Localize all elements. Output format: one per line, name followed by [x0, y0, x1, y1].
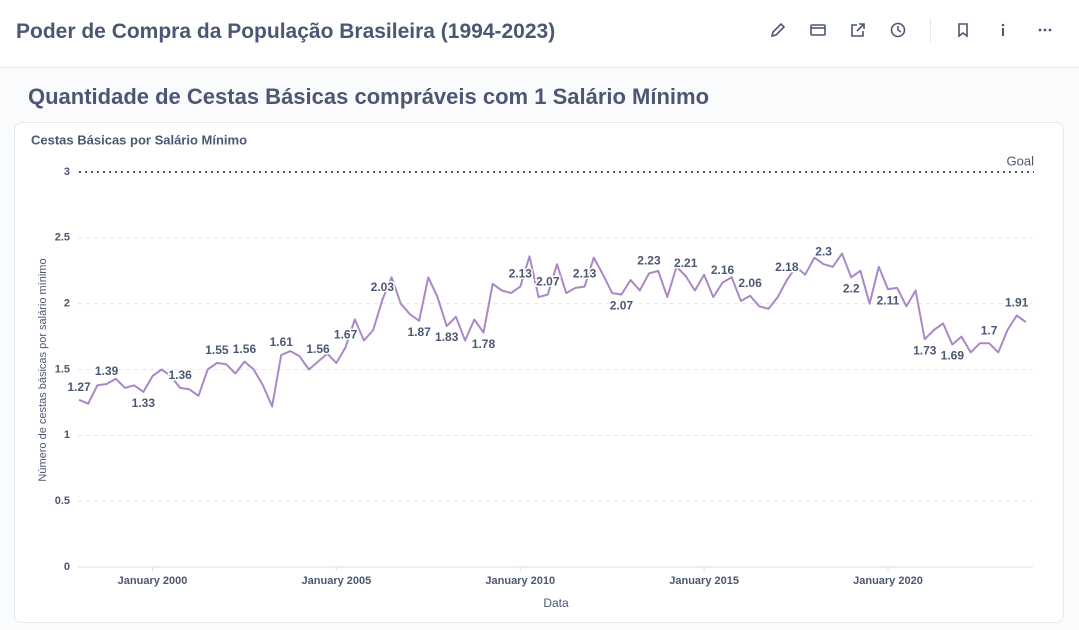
y-tick-label: 1.5 — [55, 363, 70, 375]
y-tick-label: 3 — [64, 166, 70, 178]
data-line — [78, 252, 1027, 408]
data-label: 1.27 — [67, 380, 91, 394]
x-tick-label: January 2000 — [118, 575, 188, 587]
data-label: 1.55 — [205, 343, 229, 357]
data-label: 1.91 — [1005, 296, 1029, 310]
header: Poder de Compra da População Brasileira … — [0, 0, 1079, 68]
chart-card — [14, 122, 1064, 623]
data-label: 2.23 — [637, 254, 661, 268]
data-label: 1.78 — [472, 337, 496, 351]
bookmark-icon[interactable] — [953, 20, 973, 40]
data-label: 2.06 — [738, 276, 762, 290]
data-label: 1.69 — [941, 349, 965, 363]
data-label: 2.18 — [775, 260, 799, 274]
data-label: 2.07 — [536, 275, 560, 289]
data-label: 1.39 — [95, 364, 119, 378]
data-label: 2.3 — [815, 244, 832, 258]
data-label: 1.56 — [306, 342, 330, 356]
data-label: 2.16 — [711, 263, 735, 277]
y-tick-label: 2 — [64, 298, 70, 310]
x-tick-label: January 2010 — [485, 575, 555, 587]
y-tick-label: 2.5 — [55, 232, 70, 244]
history-icon[interactable] — [888, 20, 908, 40]
share-icon[interactable] — [848, 20, 868, 40]
data-label: 2.13 — [573, 267, 597, 281]
data-label: 1.73 — [913, 343, 937, 357]
data-label: 2.03 — [371, 280, 395, 294]
x-axis-label: Data — [543, 596, 569, 610]
y-tick-label: 0 — [64, 561, 70, 573]
data-label: 1.83 — [435, 330, 459, 344]
more-icon[interactable] — [1035, 20, 1055, 40]
goal-label: Goal — [1007, 153, 1035, 168]
y-axis-label: Número de cestas básicas por salário mín… — [37, 258, 49, 481]
x-tick-label: January 2020 — [853, 575, 923, 587]
data-label: 1.61 — [270, 335, 294, 349]
y-tick-label: 0.5 — [55, 495, 70, 507]
data-label: 2.2 — [843, 282, 860, 296]
data-label: 2.13 — [509, 267, 533, 281]
section-title: Quantidade de Cestas Básicas compráveis … — [28, 84, 710, 109]
info-icon[interactable] — [993, 20, 1013, 40]
edit-icon[interactable] — [768, 20, 788, 40]
x-tick-label: January 2005 — [302, 575, 372, 587]
y-tick-label: 1 — [64, 429, 70, 441]
data-label: 2.21 — [674, 256, 698, 270]
data-label: 1.36 — [168, 368, 192, 382]
chart-title: Cestas Básicas por Salário Mínimo — [31, 132, 247, 147]
subscribe-icon[interactable] — [808, 20, 828, 40]
data-label: 1.33 — [132, 396, 156, 410]
data-label: 1.67 — [334, 327, 358, 341]
data-label: 2.07 — [610, 299, 634, 313]
data-label: 1.56 — [233, 342, 257, 356]
data-label: 1.7 — [981, 323, 998, 337]
x-tick-label: January 2015 — [669, 575, 739, 587]
data-label: 1.87 — [407, 325, 431, 339]
data-label: 2.11 — [877, 293, 900, 307]
dashboard-title: Poder de Compra da População Brasileira … — [16, 20, 556, 43]
divider — [930, 18, 931, 42]
